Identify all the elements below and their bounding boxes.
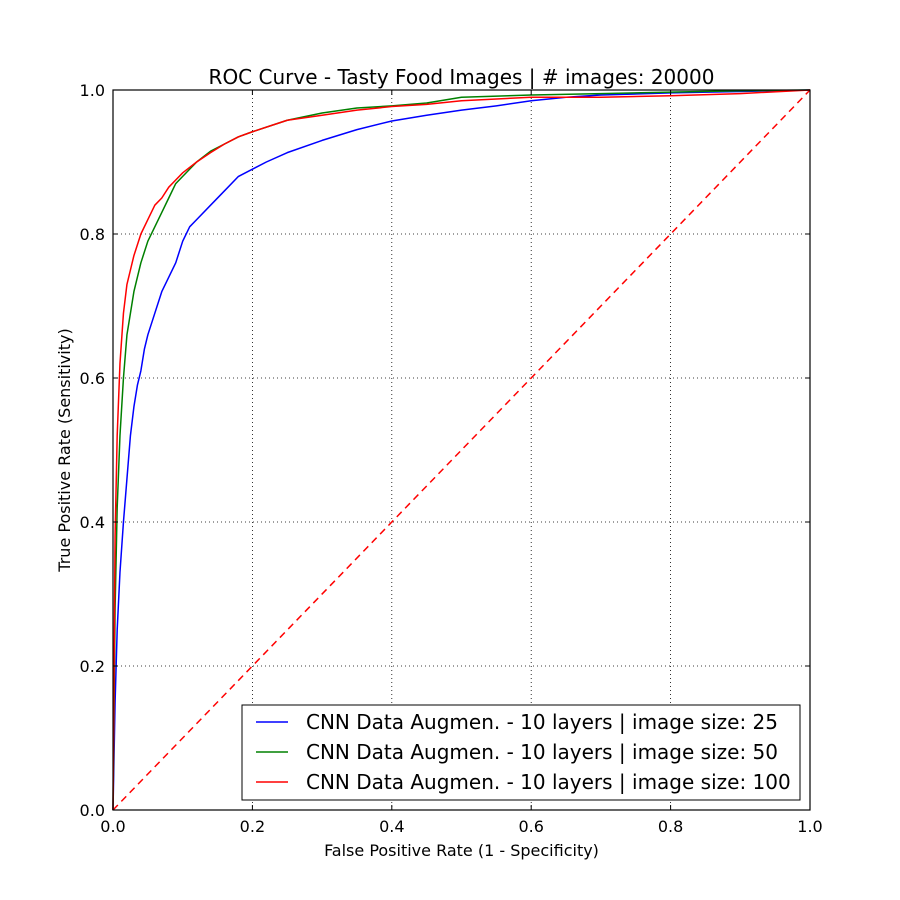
y-axis-title: True Positive Rate (Sensitivity) — [55, 328, 74, 572]
x-tick-label: 0.6 — [518, 817, 543, 836]
y-tick-label: 0.8 — [80, 225, 105, 244]
chart-title: ROC Curve - Tasty Food Images | # images… — [209, 65, 715, 89]
series-layer — [112, 89, 811, 811]
x-tick-label: 0.4 — [379, 817, 404, 836]
legend: CNN Data Augmen. - 10 layers | image siz… — [241, 704, 801, 801]
series-line-3 — [112, 89, 811, 811]
y-tick-label: 0.0 — [80, 801, 105, 820]
legend-label: CNN Data Augmen. - 10 layers | image siz… — [306, 740, 778, 764]
x-tick-label: 1.0 — [797, 817, 822, 836]
x-tick-label: 0.8 — [658, 817, 683, 836]
x-tick-label: 0.0 — [100, 817, 125, 836]
x-axis-title: False Positive Rate (1 - Specificity) — [324, 841, 599, 860]
legend-label: CNN Data Augmen. - 10 layers | image siz… — [306, 770, 791, 794]
tick-layer: 0.0 0.2 0.4 0.6 0.8 1.0 0.0 0.2 0.4 0.6 0.8 1.0 — [80, 81, 823, 836]
plot-frame — [112, 89, 811, 811]
legend-label: CNN Data Augmen. - 10 layers | image siz… — [306, 710, 778, 734]
legend-box — [241, 704, 801, 801]
grid-layer — [113, 90, 810, 810]
series-line-1 — [112, 89, 811, 811]
x-tick-label: 0.2 — [240, 817, 265, 836]
y-tick-label: 0.2 — [80, 657, 105, 676]
y-tick-label: 1.0 — [80, 81, 105, 100]
y-tick-label: 0.6 — [80, 369, 105, 388]
y-tick-label: 0.4 — [80, 513, 105, 532]
